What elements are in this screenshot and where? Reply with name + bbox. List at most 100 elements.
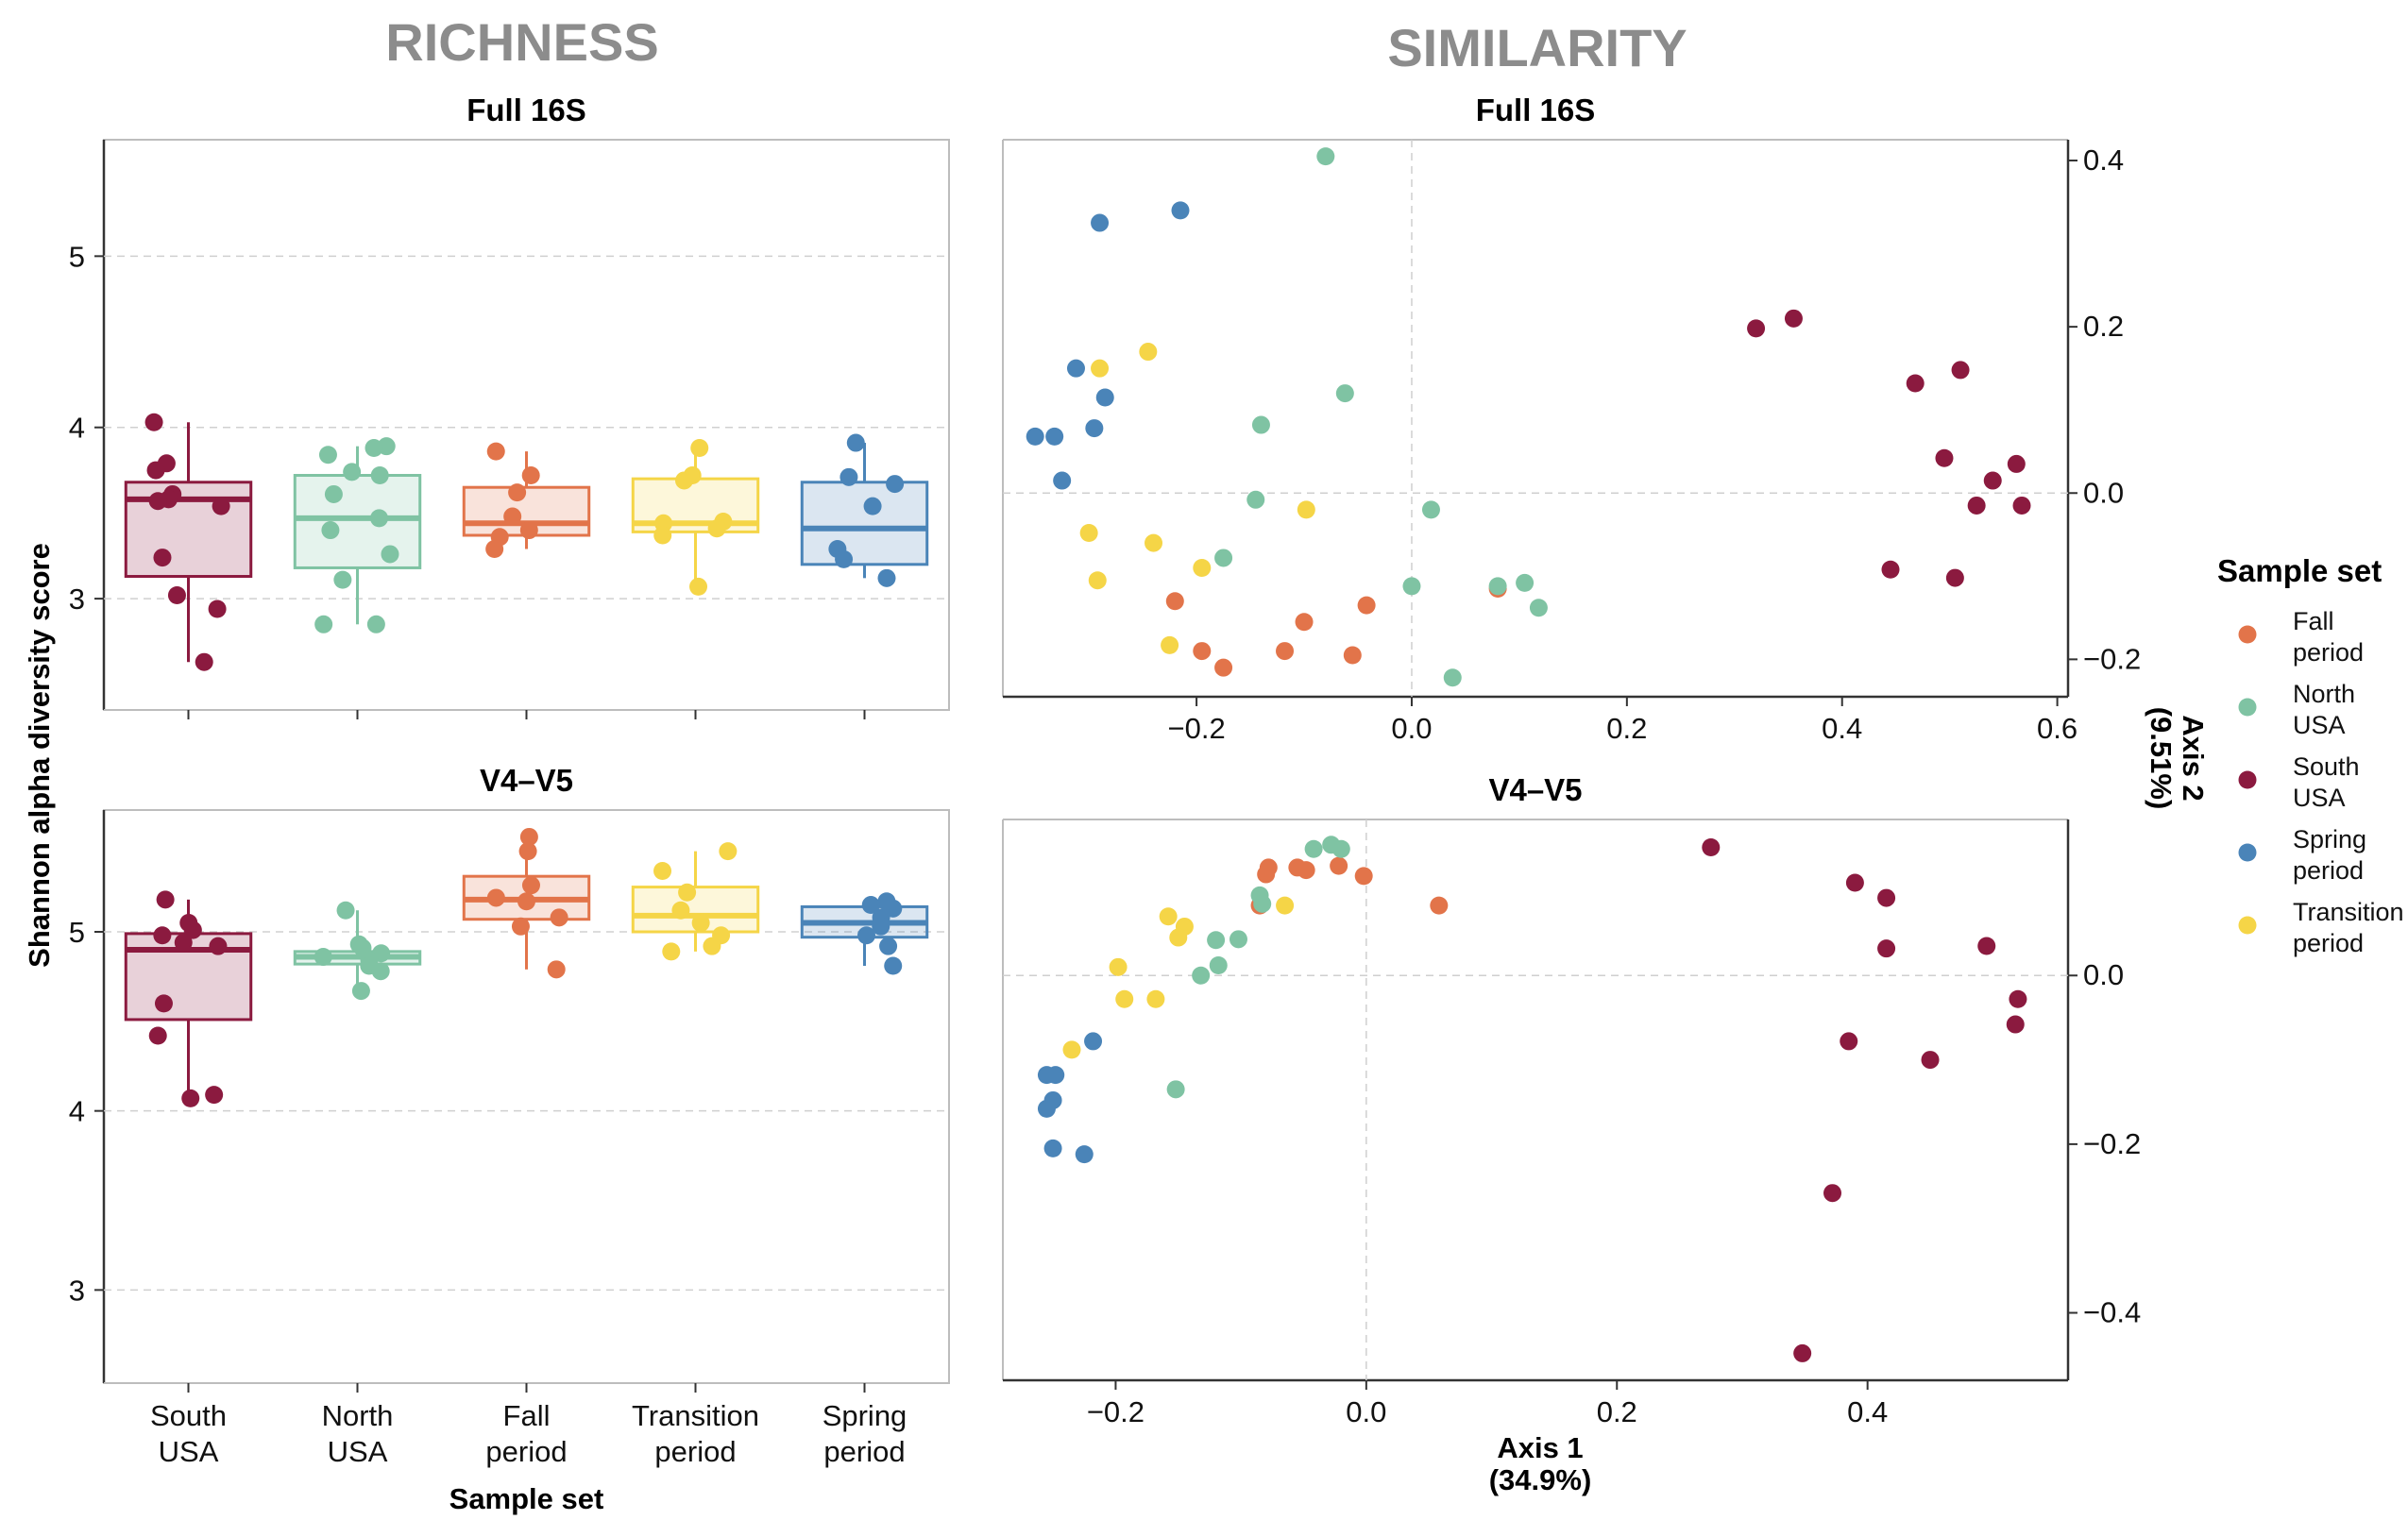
box — [124, 481, 253, 579]
x-axis-label: (34.9%) — [1489, 1463, 1592, 1496]
data-point — [2012, 496, 2031, 515]
x-tick-label: USA — [159, 1435, 219, 1468]
data-point — [1214, 658, 1233, 677]
x-tick-label: 0.4 — [1822, 712, 1862, 745]
data-point — [1088, 571, 1107, 590]
legend-label: Spring — [2293, 825, 2366, 853]
data-point — [209, 937, 228, 955]
data-point — [208, 600, 227, 618]
data-point — [846, 433, 865, 452]
data-point — [1115, 989, 1134, 1008]
data-point — [1316, 147, 1335, 166]
x-tick-label: USA — [328, 1435, 388, 1468]
data-point — [518, 842, 537, 861]
data-point — [521, 466, 540, 485]
data-point — [707, 519, 726, 538]
data-point — [1251, 415, 1270, 434]
x-tick-label: period — [485, 1435, 567, 1468]
y-tick-label: 3 — [69, 583, 85, 616]
y-tick-label: 4 — [69, 412, 85, 445]
data-point — [1171, 201, 1190, 220]
data-point — [1354, 867, 1373, 886]
data-point — [1192, 966, 1211, 985]
data-point — [2009, 989, 2027, 1008]
data-point — [181, 1089, 200, 1107]
data-point — [1257, 865, 1276, 884]
data-point — [1165, 592, 1184, 611]
x-tick-label: −0.2 — [1087, 1395, 1145, 1428]
legend-title: Sample set — [2217, 553, 2382, 588]
x-tick-label: −0.2 — [1167, 712, 1225, 745]
legend-label: USA — [2293, 711, 2346, 739]
data-point — [1357, 596, 1376, 615]
y-axis-label: Axis 2 — [2177, 715, 2210, 801]
data-point — [365, 438, 383, 457]
data-point — [879, 937, 898, 955]
data-point — [1747, 319, 1766, 338]
data-point — [1075, 1145, 1094, 1164]
data-point — [318, 446, 337, 464]
data-point — [1091, 359, 1110, 378]
data-point — [1881, 560, 1900, 579]
data-point — [1066, 359, 1085, 378]
x-tick-label: 0.0 — [1391, 712, 1432, 745]
data-point — [521, 876, 540, 895]
data-point — [1793, 1343, 1812, 1362]
x-axis-label: Sample set — [449, 1482, 604, 1515]
x-tick-label: 0.6 — [2037, 712, 2077, 745]
y-axis-label-group: Shannon alpha diversity score — [23, 543, 56, 968]
box — [293, 474, 422, 569]
data-point — [1161, 635, 1179, 654]
data-point — [1062, 1040, 1081, 1059]
data-point — [381, 545, 399, 564]
similarity-section-title: SIMILARITY — [1387, 18, 1687, 77]
x-tick-label: 0.0 — [1346, 1395, 1386, 1428]
data-point — [511, 917, 530, 936]
data-point — [1084, 1032, 1103, 1051]
data-point — [1906, 374, 1925, 393]
data-point — [1331, 839, 1350, 858]
panel-title: V4–V5 — [480, 763, 573, 798]
data-point — [1079, 524, 1098, 543]
data-point — [1026, 427, 1044, 446]
data-point — [1845, 873, 1864, 892]
data-point — [1109, 957, 1128, 976]
data-point — [1488, 577, 1507, 596]
data-point — [314, 615, 333, 633]
data-point — [148, 1026, 167, 1045]
data-point — [839, 467, 858, 486]
data-point — [1335, 384, 1354, 403]
y-tick-label: 3 — [69, 1274, 85, 1307]
x-tick-label: Fall — [503, 1399, 551, 1432]
data-point — [148, 492, 167, 511]
data-point — [1967, 496, 1986, 515]
data-point — [366, 615, 385, 633]
data-point — [1840, 1032, 1858, 1051]
data-point — [167, 585, 186, 604]
data-point — [1166, 1080, 1185, 1099]
x-tick-label: period — [654, 1435, 736, 1468]
data-point — [1297, 500, 1315, 519]
data-point — [1784, 309, 1803, 328]
legend-swatch — [2238, 625, 2257, 644]
data-point — [351, 982, 370, 1001]
legend-label: period — [2293, 638, 2364, 667]
data-point — [863, 497, 882, 515]
data-point — [1702, 837, 1721, 856]
x-tick-label: Transition — [632, 1399, 759, 1432]
x-tick-label: 0.2 — [1606, 712, 1647, 745]
data-point — [1146, 989, 1165, 1008]
data-point — [861, 896, 880, 915]
data-point — [1529, 599, 1548, 617]
data-point — [1295, 613, 1314, 632]
panel-title: V4–V5 — [1488, 772, 1582, 807]
data-point — [517, 892, 535, 911]
legend-label: USA — [2293, 784, 2346, 812]
data-point — [1037, 1099, 1056, 1118]
y-tick-label: 4 — [69, 1095, 85, 1128]
data-point — [1209, 956, 1228, 975]
x-tick-label: 0.4 — [1847, 1395, 1888, 1428]
data-point — [519, 827, 538, 846]
data-point — [1402, 577, 1421, 596]
data-point — [333, 570, 352, 589]
